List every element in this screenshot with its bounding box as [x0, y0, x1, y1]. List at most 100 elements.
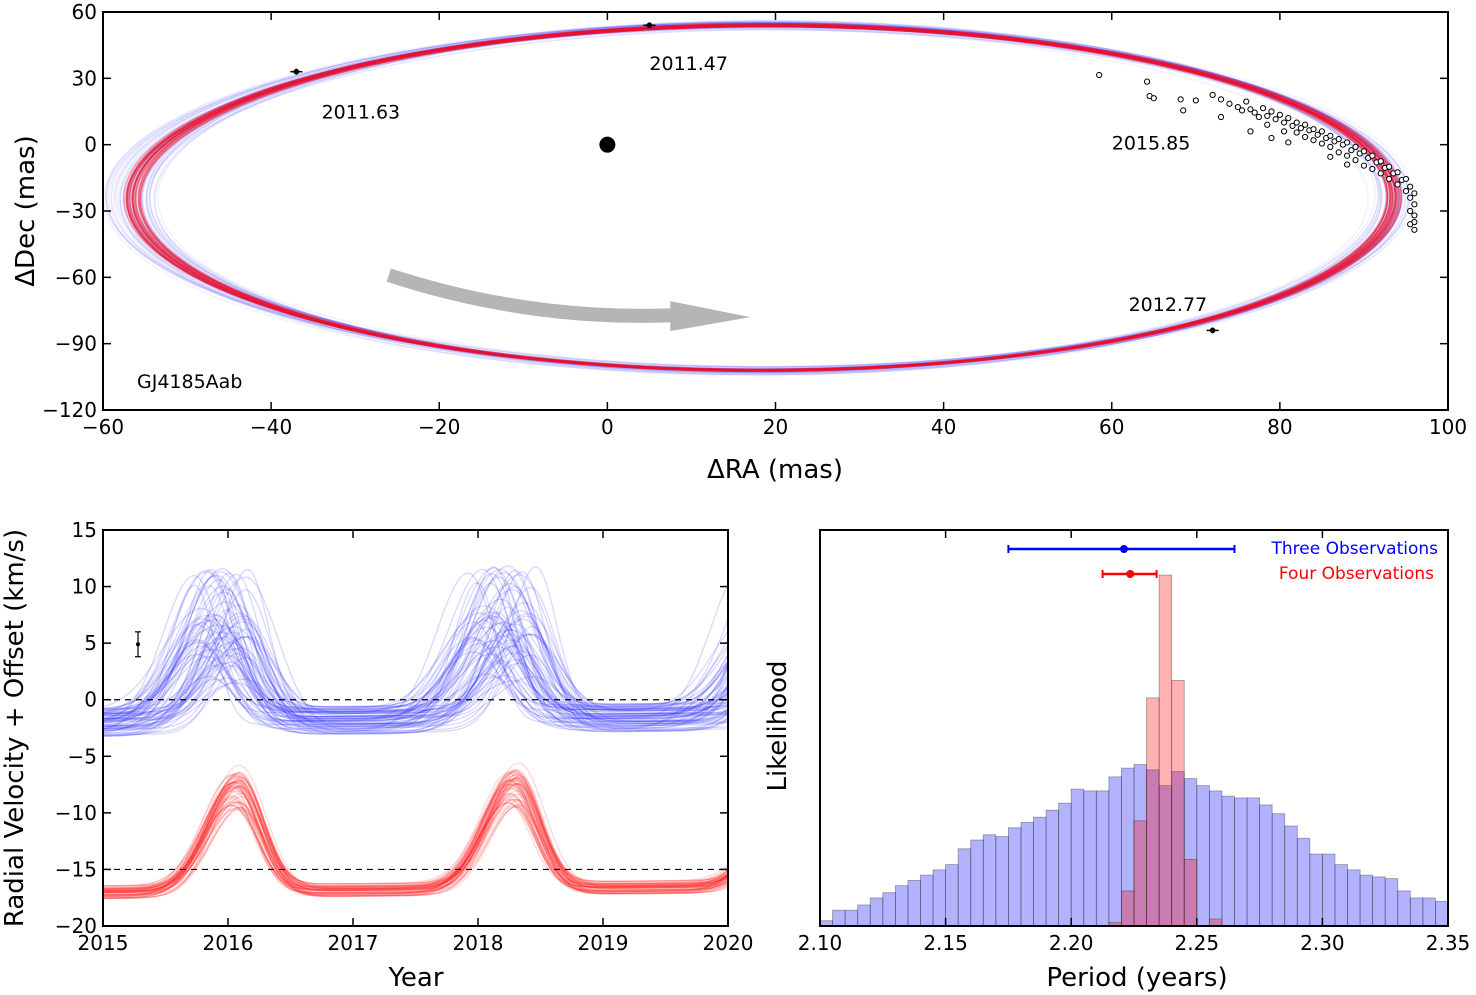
orbit-sample-curve	[113, 28, 1398, 371]
histogram-bar-three	[844, 909, 859, 926]
rv-model-curve	[103, 639, 728, 733]
orbit-sample-curve	[149, 25, 1390, 372]
histogram-bar-three	[1146, 769, 1160, 926]
histogram-bar-three	[1384, 878, 1399, 926]
rv-model-curve	[103, 626, 728, 712]
histogram-bar-four	[1121, 890, 1135, 926]
orbit-sample-curve	[145, 20, 1391, 371]
orbit-sample-curve	[132, 25, 1410, 368]
epoch-label: 2012.77	[1129, 294, 1208, 316]
orbit-best-curve	[131, 24, 1397, 372]
histogram-bar-three	[1409, 897, 1424, 926]
rv-model-curve	[103, 774, 728, 896]
rv-model-curve	[103, 633, 728, 737]
predicted-position-point	[1386, 163, 1393, 170]
rv-model-curve	[103, 790, 728, 892]
rv-model-curve	[103, 673, 728, 726]
rv-model-curve	[103, 566, 728, 720]
rv-model-curve	[103, 675, 728, 729]
rv-model-curve	[103, 637, 728, 715]
histogram-bar-three	[1296, 837, 1311, 926]
rv-ytick-label: 10	[72, 575, 97, 599]
predicted-position-point	[1247, 106, 1254, 113]
predicted-position-point	[1352, 143, 1359, 150]
orbit-sample-curve	[147, 29, 1391, 371]
period-panel: 2.10 2.15 2.20 2.25 2.30 2.35 Period (years) …	[763, 529, 1470, 993]
rv-model-curve	[103, 610, 728, 737]
rv-model-curve	[103, 799, 728, 893]
rv-model-curve	[103, 612, 728, 727]
predicted-position-point	[1352, 157, 1359, 164]
rv-model-curve	[103, 582, 728, 716]
orbit-axis-ticks: −60 −40 −20 0 20 40 60 80 100 −120 −90 −60 −30 0 30 60	[42, 0, 1467, 439]
orbit-sample-curve	[157, 20, 1382, 373]
histogram-bar-three	[1234, 797, 1248, 926]
rv-model-curve	[103, 801, 728, 898]
orbit-xtick-label: 20	[763, 415, 788, 439]
orbit-best-curve	[133, 24, 1389, 371]
rv-model-curve	[103, 784, 728, 891]
rv-model-curve	[103, 794, 728, 896]
rv-model-curve	[103, 602, 728, 728]
rv-model-curve	[103, 804, 728, 897]
orbit-xtick-label: 40	[931, 415, 956, 439]
rv-model-curve	[103, 772, 728, 898]
orbit-sample-curve	[145, 25, 1400, 371]
orbit-ytick-label: −90	[55, 332, 97, 356]
orbit-sample-curve	[148, 22, 1380, 371]
rv-model-curve	[103, 633, 728, 717]
rv-ytick-label: 15	[72, 518, 97, 542]
orbit-sample-curve	[146, 21, 1394, 371]
rv-model-curve	[103, 782, 728, 899]
orbit-best-curve	[134, 25, 1394, 371]
orbit-best-curve	[126, 24, 1402, 372]
orbit-sample-curve	[134, 21, 1401, 374]
orbit-best-curve	[131, 25, 1389, 371]
histogram-bar-three	[869, 897, 884, 926]
predicted-position-point	[1310, 137, 1317, 144]
orbit-sample-curve	[137, 21, 1380, 371]
orbit-sample-curve	[153, 24, 1391, 373]
histogram-bar-three	[1397, 890, 1411, 926]
histogram-bar-three	[1309, 853, 1323, 926]
period-xtick-label: 2.10	[798, 931, 843, 955]
predicted-position-point	[1327, 143, 1334, 150]
orbit-sample-curve	[140, 22, 1382, 374]
predicted-position-point	[1411, 212, 1418, 219]
orbit-sample-curve	[131, 22, 1396, 372]
predicted-position-point	[1411, 201, 1418, 208]
orbit-ylabel: ΔDec (mas)	[11, 135, 41, 286]
predicted-position-point	[1192, 97, 1199, 104]
orbit-xtick-label: −60	[82, 415, 124, 439]
orbit-best-curve	[131, 25, 1389, 371]
histogram-bar-three	[894, 885, 909, 926]
histogram-bar-three	[1008, 827, 1022, 926]
rv-model-curve	[103, 793, 728, 887]
histogram-bar-three	[1045, 809, 1060, 926]
predicted-position-point	[1238, 107, 1246, 114]
rv-model-curve	[103, 569, 728, 715]
rv-model-curve	[103, 674, 728, 737]
orbit-sample-curve	[108, 23, 1401, 372]
orbit-sample-curve	[127, 26, 1396, 370]
rv-model-curve	[103, 797, 728, 893]
rv-model-curve	[103, 786, 728, 894]
histogram-bar-three	[970, 839, 984, 926]
orbit-sample-curve	[110, 27, 1400, 370]
predicted-position-point	[1402, 175, 1410, 183]
rv-model-curve	[103, 572, 728, 732]
predicted-position-point	[1360, 162, 1368, 169]
orbit-sample-curve	[114, 22, 1403, 371]
rv-model-curve	[103, 611, 728, 730]
rv-model-curve	[103, 804, 728, 899]
orbit-sample-curve	[128, 27, 1411, 372]
orbit-sample-curve	[133, 26, 1396, 369]
predicted-position-point	[1310, 126, 1317, 133]
predicted-position-point	[1411, 226, 1418, 233]
histogram-bar-three	[920, 874, 934, 926]
histogram-bar-three	[1246, 797, 1261, 926]
rv-ylabel: Radial Velocity + Offset (km/s)	[0, 529, 30, 927]
orbit-xtick-label: −40	[250, 415, 292, 439]
rv-model-curve	[103, 783, 728, 889]
